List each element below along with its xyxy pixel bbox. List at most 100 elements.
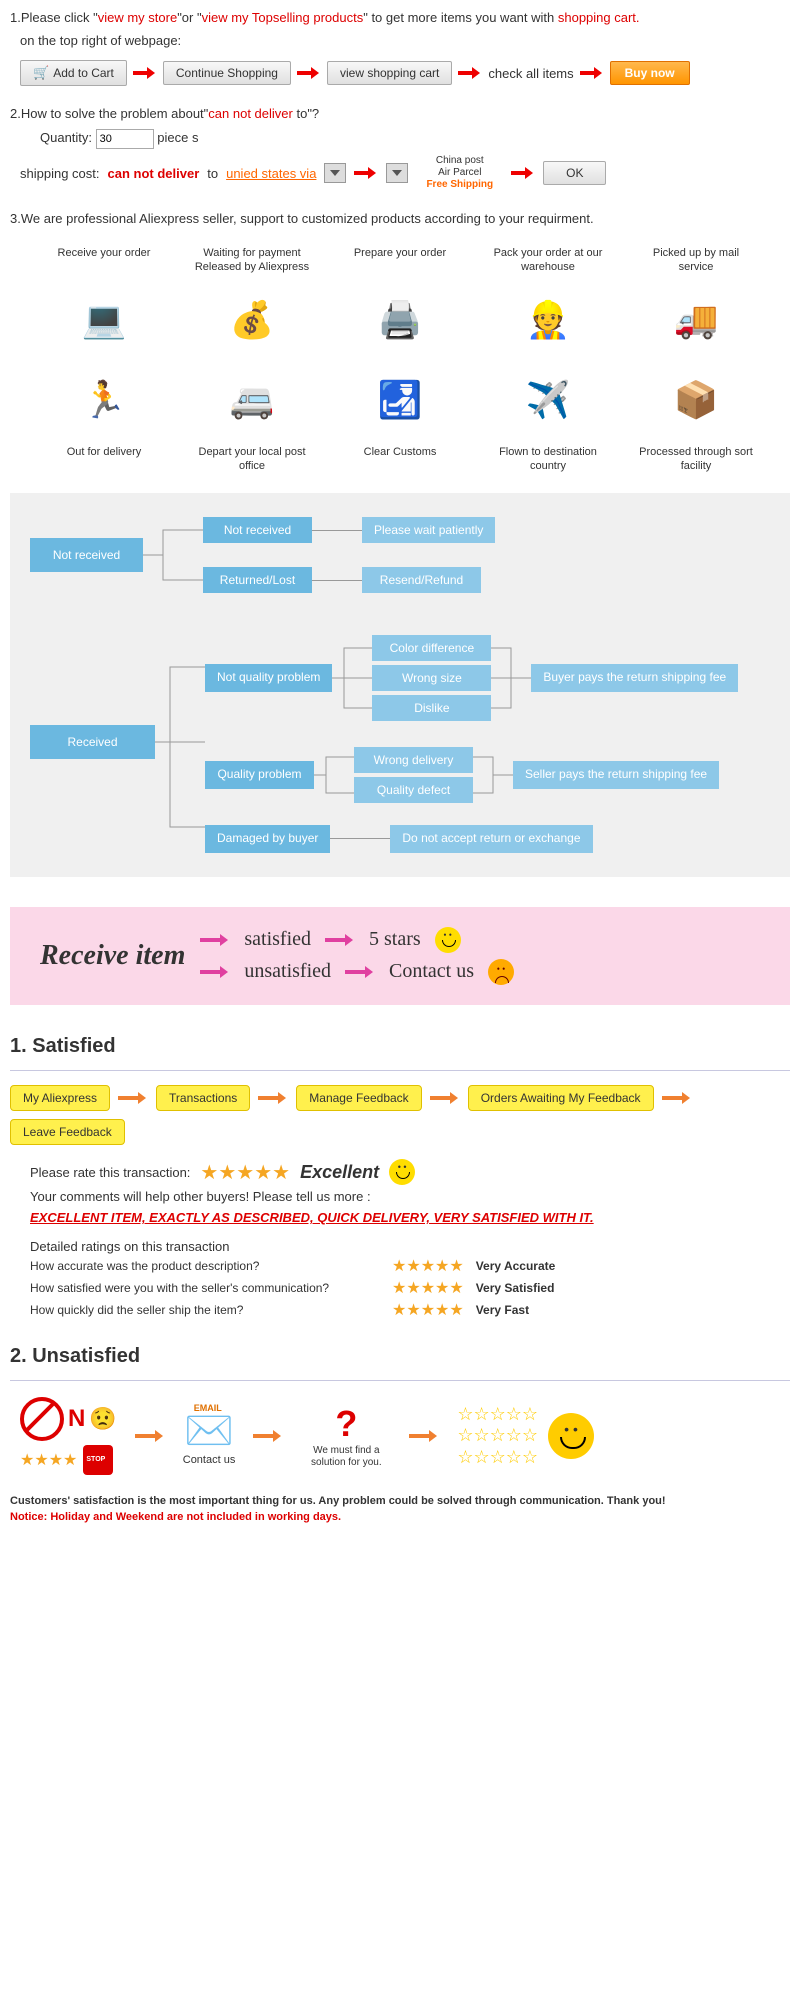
footer-text: Customers' satisfaction is the most impo…: [10, 1495, 790, 1507]
bracket-icon: [332, 638, 372, 718]
dropdown-icon[interactable]: [324, 163, 346, 183]
angry-icon: [488, 959, 514, 985]
flow-top-labels: Receive your order Waiting for payment R…: [30, 246, 770, 275]
unsatisfied-heading: 2. Unsatisfied: [10, 1345, 790, 1368]
rating-block: Please rate this transaction: ★★★★★ Exce…: [30, 1159, 790, 1320]
arrow-icon: [258, 1091, 288, 1105]
flow-label: Prepare your order: [340, 246, 460, 260]
free-shipping-label: Free Shipping: [426, 179, 493, 191]
not-received-box: Not received: [30, 538, 143, 572]
feedback-steps: My Aliexpress Transactions Manage Feedba…: [10, 1085, 790, 1145]
step-pill[interactable]: My Aliexpress: [10, 1085, 110, 1111]
shopping-cart-link[interactable]: shopping cart.: [558, 10, 640, 25]
flow-label: Receive your order: [44, 246, 164, 260]
cant-deliver-2: can not deliver: [108, 166, 200, 181]
flow-label: Processed through sort facility: [636, 445, 756, 474]
post-label: China post: [426, 155, 493, 167]
smiley-icon: [389, 1159, 415, 1185]
q1-label: How accurate was the product description…: [30, 1259, 380, 1273]
resolution-flowchart: Not received Not received Please wait pa…: [10, 493, 790, 877]
arrow-icon: [430, 1091, 460, 1105]
shipping-row: shipping cost:can not deliver to unied s…: [20, 155, 790, 191]
flow-bot-icons: 🏃 🚐 🛃 ✈️ 📦: [30, 365, 770, 435]
qty-row: Quantity: piece s: [40, 129, 790, 149]
wrong-size-box: Wrong size: [372, 665, 491, 691]
no-circle-icon: [20, 1397, 64, 1441]
quality-problem-box: Quality problem: [205, 761, 314, 789]
truck-icon: 🚚: [666, 290, 726, 350]
arrow-icon: [409, 1429, 439, 1443]
not-received-branch: Not received Not received Please wait pa…: [30, 513, 770, 597]
buy-now-button[interactable]: Buy now: [610, 61, 690, 85]
contact-us-label: Contact us: [183, 1454, 236, 1466]
dropdown-icon[interactable]: [386, 163, 408, 183]
step-pill[interactable]: Transactions: [156, 1085, 250, 1111]
destination-link[interactable]: unied states via: [226, 166, 316, 181]
big-smiley-icon: [548, 1413, 594, 1459]
add-to-cart-button[interactable]: Add to Cart: [20, 60, 127, 86]
five-stars-label: 5 stars: [369, 928, 421, 951]
arrow-icon: [354, 166, 378, 180]
damaged-box: Damaged by buyer: [205, 825, 330, 853]
satisfied-heading: 1. Satisfied: [10, 1035, 790, 1058]
arrow-icon: [118, 1091, 148, 1105]
detail-heading: Detailed ratings on this transaction: [30, 1239, 790, 1254]
flow-label: Waiting for payment Released by Aliexpre…: [192, 246, 312, 275]
desk-icon: 💻: [74, 290, 134, 350]
ok-button[interactable]: OK: [543, 161, 606, 185]
bracket-icon: [155, 637, 205, 847]
airplane-icon: ✈️: [518, 370, 578, 430]
arrow-icon: [458, 66, 482, 80]
step-pill[interactable]: Manage Feedback: [296, 1085, 421, 1111]
pieces-label: piece s: [157, 130, 198, 145]
bracket-icon: [473, 747, 513, 803]
no-group: N 😟 ★★★★: [20, 1397, 117, 1475]
delivery-icon: 🏃: [74, 370, 134, 430]
view-cart-button[interactable]: view shopping cart: [327, 61, 452, 85]
arrow-icon: [345, 965, 375, 979]
sad-icon: 😟: [89, 1406, 116, 1432]
a3-label: Very Fast: [476, 1303, 529, 1317]
order-flow-diagram: Receive your order Waiting for payment R…: [10, 246, 790, 473]
receive-title: Receive item: [40, 940, 185, 972]
view-store-link[interactable]: view my store: [98, 10, 177, 25]
buyer-pays-box: Buyer pays the return shipping fee: [531, 664, 738, 692]
step-pill[interactable]: Leave Feedback: [10, 1119, 125, 1145]
t: to: [207, 166, 218, 181]
t: to"?: [293, 106, 319, 121]
quality-defect-box: Quality defect: [354, 777, 473, 803]
package-icon: 📦: [666, 370, 726, 430]
section-3: 3.We are professional Aliexpress seller,…: [10, 211, 790, 226]
printer-icon: 🖨️: [370, 290, 430, 350]
returned-lost-box: Returned/Lost: [203, 567, 312, 593]
arrow-icon: [297, 66, 321, 80]
stars-group: ☆☆☆☆☆☆☆☆☆☆☆☆☆☆☆: [457, 1404, 594, 1469]
wait-patiently-box: Please wait patiently: [362, 517, 495, 543]
flow-label: Flown to destination country: [488, 445, 608, 474]
continue-shopping-button[interactable]: Continue Shopping: [163, 61, 291, 85]
receive-item-banner: Receive item satisfied 5 stars unsatisfi…: [10, 907, 790, 1005]
arrow-icon: [200, 933, 230, 947]
wrong-delivery-box: Wrong delivery: [354, 747, 473, 773]
step-pill[interactable]: Orders Awaiting My Feedback: [468, 1085, 654, 1111]
excellent-label: Excellent: [300, 1162, 379, 1183]
t: " to get more items you want with: [363, 10, 558, 25]
q2-label: How satisfied were you with the seller's…: [30, 1281, 380, 1295]
resend-refund-box: Resend/Refund: [362, 567, 481, 593]
post2-label: Air Parcel: [426, 167, 493, 179]
star-block-icon: ☆☆☆☆☆☆☆☆☆☆☆☆☆☆☆: [457, 1404, 538, 1469]
question-icon: ?: [301, 1403, 391, 1445]
view-topselling-link[interactable]: view my Topselling products: [202, 10, 364, 25]
sec1-sub: on the top right of webpage:: [20, 33, 790, 48]
not-quality-box: Not quality problem: [205, 664, 332, 692]
bracket-icon: [143, 520, 203, 590]
qty-label: Quantity:: [40, 130, 92, 145]
flow-label: Pack your order at our warehouse: [488, 246, 608, 275]
quantity-input[interactable]: [96, 129, 154, 149]
comments-label: Your comments will help other buyers! Pl…: [30, 1189, 790, 1204]
unsatisfied-flow: N 😟 ★★★★ ✉️ EMAIL Contact us ? We must f…: [20, 1397, 780, 1475]
arrow-icon: [325, 933, 355, 947]
nr-not-received-box: Not received: [203, 517, 312, 543]
flow-label: Picked up by mail service: [636, 246, 756, 275]
check-items-label: check all items: [488, 66, 573, 81]
